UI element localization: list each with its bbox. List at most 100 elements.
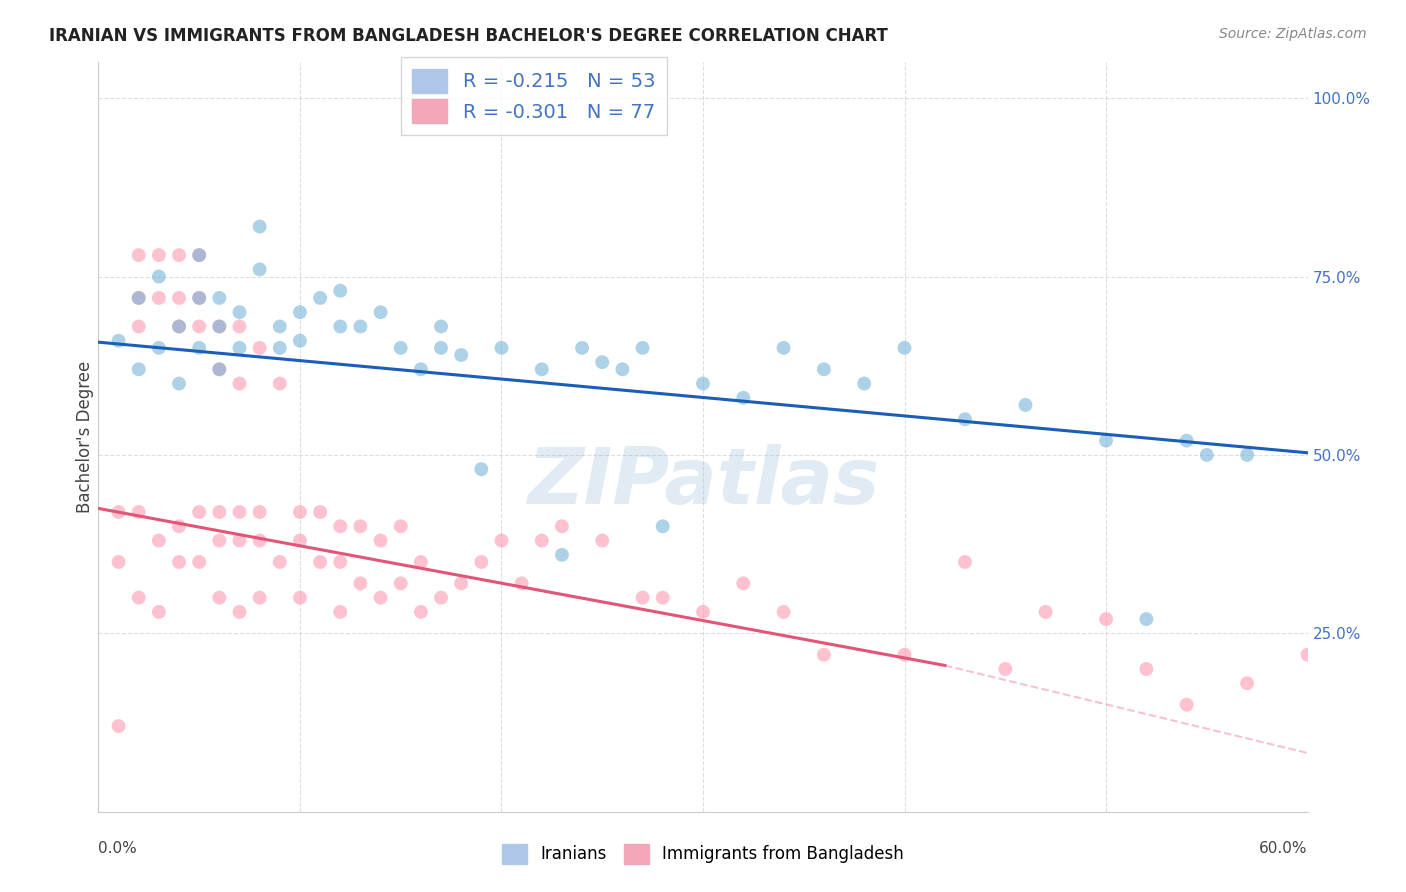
Point [733, 391, 755, 405]
Point [228, 605, 250, 619]
Point [228, 341, 250, 355]
Text: IRANIAN VS IMMIGRANTS FROM BANGLADESH BACHELOR'S DEGREE CORRELATION CHART: IRANIAN VS IMMIGRANTS FROM BANGLADESH BA… [49, 27, 889, 45]
Point [167, 319, 190, 334]
Point [208, 291, 231, 305]
Point [188, 319, 211, 334]
Point [733, 576, 755, 591]
Point [430, 319, 453, 334]
Point [329, 519, 352, 533]
Text: ZIPatlas: ZIPatlas [527, 444, 879, 520]
Point [631, 341, 654, 355]
Point [228, 376, 250, 391]
Point [107, 555, 129, 569]
Point [148, 269, 170, 284]
Point [370, 591, 392, 605]
Point [167, 319, 190, 334]
Text: Source: ZipAtlas.com: Source: ZipAtlas.com [1219, 27, 1367, 41]
Point [228, 505, 250, 519]
Point [551, 519, 574, 533]
Point [208, 362, 231, 376]
Point [571, 341, 593, 355]
Point [389, 341, 412, 355]
Point [188, 291, 211, 305]
Point [772, 341, 794, 355]
Point [309, 291, 332, 305]
Point [1095, 434, 1118, 448]
Point [1236, 448, 1258, 462]
Point [128, 505, 150, 519]
Point [631, 591, 654, 605]
Point [329, 284, 352, 298]
Point [1135, 662, 1157, 676]
Point [208, 533, 231, 548]
Point [651, 591, 673, 605]
Point [288, 505, 311, 519]
Point [953, 412, 976, 426]
Point [329, 319, 352, 334]
Point [329, 555, 352, 569]
Point [409, 362, 432, 376]
Point [228, 305, 250, 319]
Point [430, 591, 453, 605]
Point [148, 605, 170, 619]
Point [148, 248, 170, 262]
Point [228, 319, 250, 334]
Point [249, 262, 271, 277]
Point [148, 341, 170, 355]
Point [128, 248, 150, 262]
Point [409, 555, 432, 569]
Point [813, 648, 835, 662]
Point [1135, 612, 1157, 626]
Point [269, 376, 291, 391]
Point [953, 555, 976, 569]
Point [167, 555, 190, 569]
Point [491, 533, 513, 548]
Point [288, 334, 311, 348]
Point [128, 591, 150, 605]
Point [288, 305, 311, 319]
Point [167, 519, 190, 533]
Point [107, 334, 129, 348]
Point [188, 291, 211, 305]
Point [188, 505, 211, 519]
Point [188, 341, 211, 355]
Point [288, 591, 311, 605]
Point [309, 505, 332, 519]
Point [893, 341, 915, 355]
Point [510, 576, 533, 591]
Point [167, 291, 190, 305]
Point [430, 341, 453, 355]
Point [128, 319, 150, 334]
Point [249, 533, 271, 548]
Point [188, 555, 211, 569]
Point [813, 362, 835, 376]
Point [349, 519, 371, 533]
Point [128, 362, 150, 376]
Point [651, 519, 673, 533]
Point [228, 533, 250, 548]
Point [1296, 648, 1319, 662]
Point [591, 355, 613, 369]
Point [208, 591, 231, 605]
Point [208, 319, 231, 334]
Point [188, 248, 211, 262]
Point [128, 291, 150, 305]
Point [208, 319, 231, 334]
Point [450, 348, 472, 362]
Point [1035, 605, 1057, 619]
Legend: Iranians, Immigrants from Bangladesh: Iranians, Immigrants from Bangladesh [495, 838, 911, 871]
Point [329, 605, 352, 619]
Point [1014, 398, 1036, 412]
Point [409, 605, 432, 619]
Point [269, 555, 291, 569]
Point [612, 362, 634, 376]
Point [349, 319, 371, 334]
Point [188, 248, 211, 262]
Point [530, 533, 553, 548]
Point [167, 376, 190, 391]
Point [370, 305, 392, 319]
Point [591, 533, 613, 548]
Point [288, 533, 311, 548]
Point [530, 362, 553, 376]
Point [470, 555, 492, 569]
